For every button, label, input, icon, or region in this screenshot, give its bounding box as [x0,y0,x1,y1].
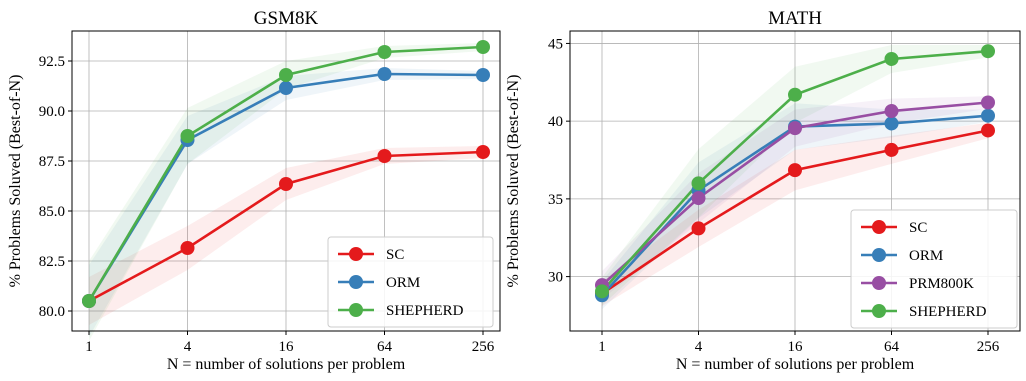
chart-title: MATH [768,8,822,29]
chart-panel-gsm8k: 1 4 16 64 256 80.0 82.5 85.0 87.5 90.0 92.5 GSM8K N … [7,8,501,373]
x-tick-label: 4 [184,339,192,355]
y-tick-label: 45 [548,36,563,52]
data-point-orm [981,108,995,123]
x-tick-label: 16 [279,339,295,355]
data-point-shepherd [884,51,899,66]
data-point-shepherd [279,68,293,82]
confidence-band [89,43,483,341]
data-point-prm800k [884,104,899,119]
data-point-orm [476,68,490,82]
data-point-sc [377,149,392,163]
confidence-band [602,122,988,307]
legend-marker [349,275,363,289]
x-tick-label: 16 [788,339,804,355]
data-point-prm800k [788,121,802,136]
data-point-sc [691,221,706,236]
data-point-shepherd [595,284,609,299]
data-point-prm800k [981,95,995,110]
data-point-shepherd [82,294,96,308]
legend-label: PRM800K [909,276,974,292]
legend-label: ORM [909,248,943,264]
data-point-sc [788,163,802,178]
data-point-shepherd [788,87,802,102]
y-tick-label: 82.5 [39,254,65,270]
x-tick-label: 4 [695,339,703,355]
legend-label: SC [386,247,404,263]
y-tick-label: 87.5 [39,154,65,170]
y-tick-label: 85.0 [39,204,65,220]
legend-marker [872,276,886,290]
x-tick-label: 1 [85,339,93,355]
data-point-shepherd [476,40,490,54]
data-point-sc [981,123,995,138]
y-tick-label: 92.5 [39,54,65,70]
y-tick-label: 90.0 [39,104,65,120]
legend-label: ORM [386,275,420,291]
legend-marker [349,247,363,261]
data-point-prm800k [691,191,706,206]
legend-box [850,209,1018,329]
data-point-sc [180,241,195,255]
y-tick-label: 30 [548,270,563,286]
x-axis-label: N = number of solutions per problem [167,356,406,373]
data-point-sc [476,145,490,159]
data-point-orm [884,116,899,131]
x-tick-label: 1 [598,339,606,355]
data-point-shepherd [981,44,995,59]
x-tick-label: 64 [377,339,393,355]
data-point-sc [279,177,293,191]
legend-label: SC [909,220,927,236]
x-axis-label: N = number of solutions per problem [676,356,915,373]
legend-marker [349,303,363,317]
y-tick-label: 35 [548,192,563,208]
x-tick-label: 256 [977,339,1000,355]
legend-label: SHEPHERD [386,303,464,319]
chart-panel-math: 1 4 16 64 256 30 35 40 45 MATH N = number of solut… [505,8,1021,373]
data-point-sc [884,142,899,157]
chart-title: GSM8K [254,8,319,29]
legend-marker [872,304,886,318]
x-tick-label: 256 [472,339,495,355]
legend-marker [872,220,886,234]
legend-marker [872,248,886,262]
x-tick-label: 64 [884,339,900,355]
confidence-band [602,96,988,300]
data-point-orm [279,81,293,95]
y-tick-label: 40 [548,114,563,130]
data-point-orm [377,67,392,81]
y-axis-label: % Problems Soluved (Best-of-N) [505,75,522,288]
data-point-shepherd [377,45,392,59]
legend-box [327,236,494,328]
legend-label: SHEPHERD [909,304,987,320]
data-point-shepherd [180,129,195,143]
data-point-shepherd [691,176,706,191]
y-tick-label: 80.0 [39,304,65,320]
y-axis-label: % Problems Soluved (Best-of-N) [7,75,24,288]
